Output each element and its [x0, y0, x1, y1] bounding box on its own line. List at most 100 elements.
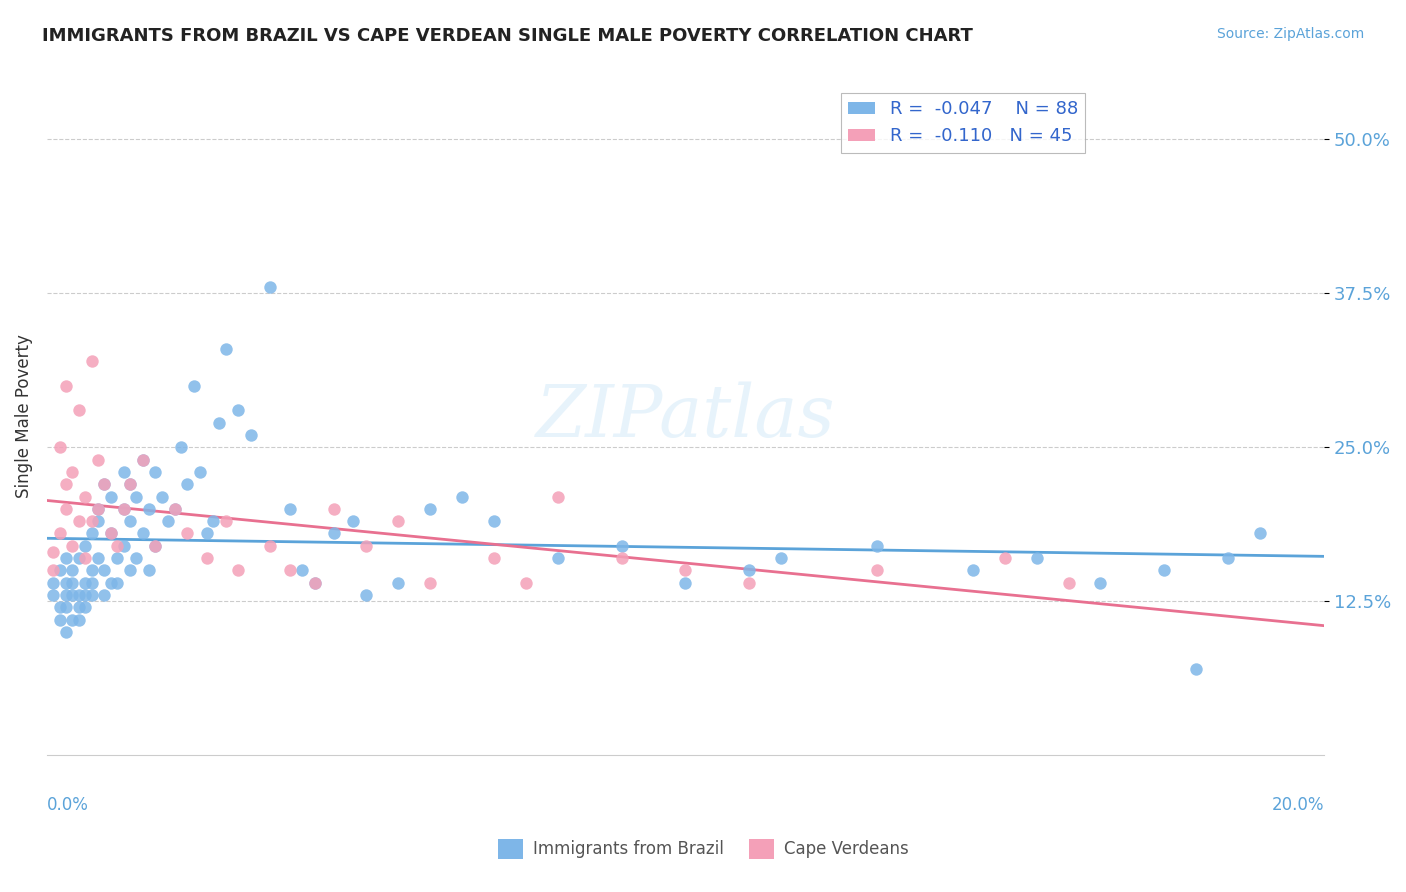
Point — [170, 440, 193, 454]
Point — [93, 564, 115, 578]
Point — [547, 551, 569, 566]
Point — [62, 588, 84, 602]
Point — [112, 539, 135, 553]
Point — [67, 403, 90, 417]
Point — [419, 575, 441, 590]
Text: IMMIGRANTS FROM BRAZIL VS CAPE VERDEAN SINGLE MALE POVERTY CORRELATION CHART: IMMIGRANTS FROM BRAZIL VS CAPE VERDEAN S… — [42, 27, 973, 45]
Point — [75, 588, 97, 602]
Point — [962, 564, 984, 578]
Point — [150, 490, 173, 504]
Point — [278, 564, 301, 578]
Point — [610, 539, 633, 553]
Point — [75, 575, 97, 590]
Point — [75, 551, 97, 566]
Point — [323, 526, 346, 541]
Point — [67, 613, 90, 627]
Point — [145, 539, 167, 553]
Point — [125, 551, 148, 566]
Point — [201, 514, 224, 528]
Point — [259, 539, 281, 553]
Point — [482, 514, 505, 528]
Point — [145, 539, 167, 553]
Point — [451, 490, 474, 504]
Point — [131, 452, 153, 467]
Point — [75, 600, 97, 615]
Point — [157, 514, 180, 528]
Point — [163, 501, 186, 516]
Point — [80, 588, 103, 602]
Point — [610, 551, 633, 566]
Point — [125, 490, 148, 504]
Point — [866, 564, 889, 578]
Point — [208, 416, 231, 430]
Point — [55, 600, 77, 615]
Point — [75, 539, 97, 553]
Point — [48, 440, 70, 454]
Point — [866, 539, 889, 553]
Point — [55, 378, 77, 392]
Point — [48, 613, 70, 627]
Point — [1057, 575, 1080, 590]
Point — [55, 551, 77, 566]
Point — [387, 514, 409, 528]
Legend: Immigrants from Brazil, Cape Verdeans: Immigrants from Brazil, Cape Verdeans — [491, 832, 915, 866]
Legend: R =  -0.047    N = 88, R =  -0.110   N = 45: R = -0.047 N = 88, R = -0.110 N = 45 — [841, 94, 1085, 153]
Point — [1025, 551, 1047, 566]
Point — [48, 600, 70, 615]
Point — [188, 465, 211, 479]
Point — [304, 575, 326, 590]
Point — [87, 551, 110, 566]
Point — [105, 551, 128, 566]
Y-axis label: Single Male Poverty: Single Male Poverty — [15, 334, 32, 499]
Point — [118, 514, 141, 528]
Point — [131, 452, 153, 467]
Point — [62, 564, 84, 578]
Point — [515, 575, 537, 590]
Point — [163, 501, 186, 516]
Point — [87, 501, 110, 516]
Point — [80, 514, 103, 528]
Point — [55, 477, 77, 491]
Point — [118, 477, 141, 491]
Point — [42, 588, 65, 602]
Point — [93, 477, 115, 491]
Point — [100, 490, 122, 504]
Point — [80, 526, 103, 541]
Point — [770, 551, 793, 566]
Point — [118, 564, 141, 578]
Point — [138, 501, 160, 516]
Point — [138, 564, 160, 578]
Point — [354, 539, 377, 553]
Point — [55, 588, 77, 602]
Point — [75, 490, 97, 504]
Point — [67, 588, 90, 602]
Point — [48, 526, 70, 541]
Text: 0.0%: 0.0% — [46, 796, 89, 814]
Point — [176, 526, 198, 541]
Point — [738, 575, 761, 590]
Point — [67, 600, 90, 615]
Point — [323, 501, 346, 516]
Point — [48, 564, 70, 578]
Point — [62, 613, 84, 627]
Point — [112, 501, 135, 516]
Point — [105, 539, 128, 553]
Point — [1249, 526, 1271, 541]
Point — [112, 465, 135, 479]
Point — [387, 575, 409, 590]
Point — [100, 575, 122, 590]
Point — [87, 501, 110, 516]
Point — [100, 526, 122, 541]
Point — [55, 625, 77, 640]
Point — [93, 477, 115, 491]
Point — [183, 378, 205, 392]
Point — [354, 588, 377, 602]
Point — [291, 564, 314, 578]
Point — [195, 526, 218, 541]
Point — [419, 501, 441, 516]
Point — [42, 545, 65, 559]
Point — [278, 501, 301, 516]
Point — [118, 477, 141, 491]
Point — [228, 564, 250, 578]
Point — [42, 564, 65, 578]
